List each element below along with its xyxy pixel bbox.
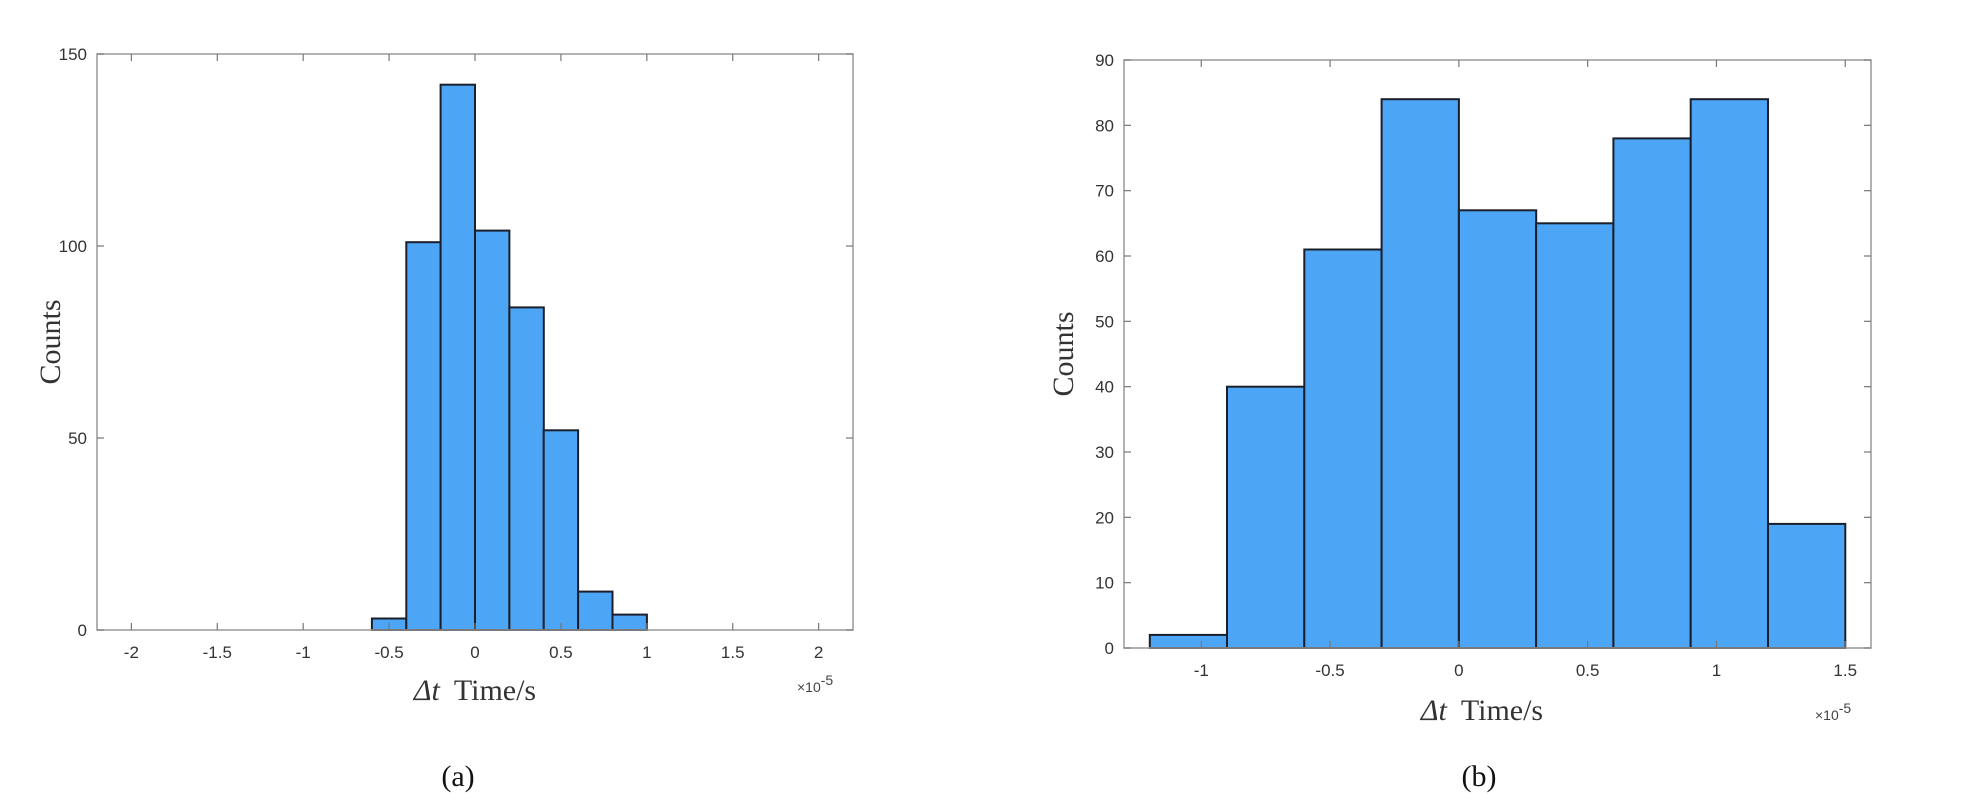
xlabel-text-a: Time/s	[454, 674, 536, 707]
histogram-bar-b-3	[1380, 98, 1460, 649]
histogram-bar-b-5	[1535, 222, 1615, 650]
x-tick-label-a-0: -2	[124, 643, 139, 662]
x-tick-label-a-4: 0	[470, 643, 479, 662]
xlabel-symbol-a: Δt	[413, 674, 441, 707]
x-tick-label-b-3: 0.5	[1576, 661, 1600, 680]
ylabel-a: Counts	[34, 299, 67, 384]
histogram-panel-b: -1 -0.5 0 0.5 1 1.5 0 10 20 30 40 50 60 70 80 90 Counts…	[1047, 51, 1872, 793]
y-tick-label-b-7: 70	[1095, 182, 1114, 201]
histogram-bar-a-2	[439, 83, 477, 631]
xlabel-a: Δt Time/s	[413, 674, 536, 707]
y-tick-label-b-6: 60	[1095, 247, 1114, 266]
histogram-bar-a-3	[474, 229, 511, 631]
histogram-bar-a-6	[577, 590, 614, 631]
x-tick-label-b-1: -0.5	[1315, 661, 1344, 680]
x-tick-label-a-5: 0.5	[549, 643, 573, 662]
histogram-bar-b-7	[1689, 98, 1769, 649]
x-tick-label-a-8: 2	[814, 643, 823, 662]
histogram-bar-b-8	[1767, 522, 1847, 650]
x-exponent-value-a: -5	[821, 672, 834, 688]
xlabel-b: Δt Time/s	[1420, 694, 1543, 727]
ylabel-b: Counts	[1047, 311, 1080, 396]
histogram-bar-b-6	[1612, 137, 1692, 649]
y-tick-label-b-8: 80	[1095, 116, 1114, 135]
x-tick-label-a-3: -0.5	[374, 643, 403, 662]
x-tick-label-b-4: 1	[1712, 661, 1721, 680]
y-tick-label-a-2: 100	[59, 237, 87, 256]
ticks-b: -1 -0.5 0 0.5 1 1.5 0 10 20 30 40 50 60 70 80 90	[1095, 51, 1871, 680]
histogram-bar-a-4	[508, 306, 545, 631]
x-tick-label-a-6: 1	[642, 643, 651, 662]
histogram-bar-a-7	[611, 613, 648, 631]
xlabel-text-b: Time/s	[1461, 694, 1543, 727]
y-tick-label-a-0: 0	[78, 621, 87, 640]
histogram-bar-b-4	[1457, 209, 1538, 650]
y-tick-label-b-2: 20	[1095, 508, 1114, 527]
x-exponent-value-b: -5	[1839, 700, 1852, 716]
x-tick-label-a-1: -1.5	[203, 643, 232, 662]
x-multiplier-b: ×10	[1815, 707, 1839, 723]
caption-a: (a)	[441, 760, 474, 793]
y-tick-label-b-4: 40	[1095, 378, 1114, 397]
x-tick-label-b-2: 0	[1454, 661, 1463, 680]
y-tick-label-a-3: 150	[59, 45, 87, 64]
histogram-bar-b-0	[1148, 633, 1229, 650]
y-tick-label-a-1: 50	[68, 429, 87, 448]
x-exponent-a: ×10-5	[797, 672, 833, 695]
y-tick-label-b-0: 0	[1105, 639, 1114, 658]
x-tick-label-a-7: 1.5	[721, 643, 745, 662]
y-tick-label-b-5: 50	[1095, 312, 1114, 331]
xlabel-symbol-b: Δt	[1420, 694, 1448, 727]
histogram-bar-b-1	[1226, 385, 1306, 649]
x-multiplier-a: ×10	[797, 679, 821, 695]
histogram-bar-a-5	[542, 429, 580, 631]
x-tick-label-b-0: -1	[1194, 661, 1209, 680]
histogram-bar-b-2	[1303, 248, 1383, 649]
histogram-panel-a: -2 -1.5 -1 -0.5 0 0.5 1 1.5 2 0 50 100 150 Counts Δt…	[34, 45, 854, 793]
y-tick-label-b-9: 90	[1095, 51, 1114, 70]
y-tick-label-b-1: 10	[1095, 574, 1114, 593]
x-tick-label-a-2: -1	[296, 643, 311, 662]
bars-b	[1148, 98, 1847, 650]
ticks-a: -2 -1.5 -1 -0.5 0 0.5 1 1.5 2 0 50 100 150	[59, 45, 853, 662]
y-tick-label-b-3: 30	[1095, 443, 1114, 462]
caption-b: (b)	[1462, 760, 1497, 793]
x-tick-label-b-5: 1.5	[1833, 661, 1857, 680]
histogram-bar-a-1	[405, 241, 442, 631]
bars-a	[370, 83, 648, 631]
x-exponent-b: ×10-5	[1815, 700, 1851, 723]
axes-box-b	[1123, 59, 1872, 649]
